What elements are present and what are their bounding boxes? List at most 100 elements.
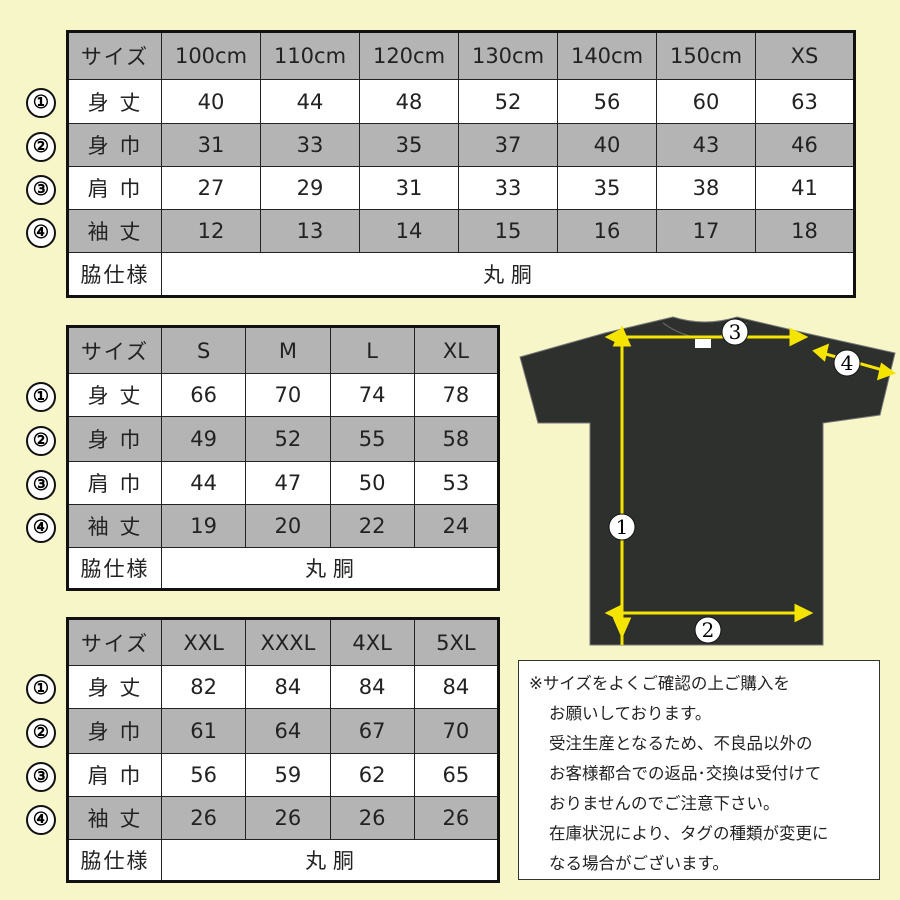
table-cell: 27 (161, 166, 261, 210)
diagram-label-1: 1 (616, 515, 629, 539)
header-label: サイズ (67, 326, 162, 374)
table-cell: 62 (329, 753, 415, 797)
size-table-3: サイズ XXL XXXL 4XL 5XL 身 丈 82 84 84 84 身 巾 61 64 67 70 肩 … (66, 617, 500, 883)
table-cell: 74 (329, 373, 415, 417)
table-cell: 55 (329, 416, 415, 462)
diagram-label-4: 4 (841, 351, 854, 375)
table-cell: 26 (160, 796, 247, 840)
marker-2: ② (26, 717, 56, 748)
table-cell: 59 (245, 753, 331, 797)
notice-line: 受注生産となるため、不良品以外の (549, 734, 813, 753)
marker-1: ① (26, 88, 56, 118)
notice-box: ※サイズをよくご確認の上ご購入を お願いしております。 受注生産となるため、不良… (518, 660, 880, 880)
table-row: 肩 巾 44 47 50 53 (67, 461, 500, 505)
table-cell: 53 (413, 461, 500, 505)
table-cell: 40 (161, 79, 261, 124)
table-cell: 26 (245, 796, 331, 840)
table-cell: 52 (458, 79, 558, 124)
table-cell: 50 (329, 461, 415, 505)
row-label: 身 巾 (67, 416, 162, 462)
tshirt-shape (519, 316, 896, 646)
table-cell: 49 (160, 416, 247, 462)
table-cell: 12 (161, 209, 261, 253)
table-cell: 31 (359, 166, 459, 210)
table-cell: 84 (329, 665, 415, 709)
size-header: 110cm (260, 31, 360, 80)
marker-2: ② (26, 425, 56, 456)
table-cell: 14 (359, 209, 459, 253)
table-row: 肩 巾 56 59 62 65 (67, 753, 500, 797)
table-cell: 31 (161, 123, 261, 167)
marker-3: ③ (26, 174, 56, 205)
table-cell: 24 (413, 504, 500, 548)
table-cell: 19 (160, 504, 247, 548)
notice-line: なる場合がございます。 (549, 854, 729, 873)
size-header: 120cm (359, 31, 459, 80)
size-header: 150cm (656, 31, 756, 80)
table-row: 身 丈 82 84 84 84 (67, 665, 500, 709)
size-header: 130cm (458, 31, 558, 80)
notice-line: 在庫状況により、タグの種類が変更に (549, 824, 829, 843)
size-table-1: サイズ 100cm 110cm 120cm 130cm 140cm 150cm XS 身 丈 40… (66, 30, 856, 298)
table-cell: 82 (160, 665, 247, 709)
side-spec: 丸 胴 (161, 252, 855, 297)
table-row: 身 巾 61 64 67 70 (67, 708, 500, 754)
diagram-label-3: 3 (729, 320, 742, 344)
row-label: 肩 巾 (67, 461, 162, 505)
table-cell: 65 (413, 753, 500, 797)
table-row: 身 丈 66 70 74 78 (67, 373, 500, 417)
header-label: サイズ (67, 618, 162, 666)
notice-line: お客様都合での返品･交換は受付けて (549, 764, 822, 783)
row-label: 身 丈 (67, 79, 162, 124)
notice-line: ※サイズをよくご確認の上ご購入を (529, 674, 790, 693)
marker-3: ③ (26, 469, 56, 500)
table-cell: 20 (245, 504, 331, 548)
table-cell: 17 (656, 209, 756, 253)
row-label: 肩 巾 (67, 753, 162, 797)
table-row: 身 巾 31 33 35 37 40 43 46 (67, 123, 855, 167)
marker-4: ④ (26, 804, 56, 835)
size-header: XL (413, 326, 500, 374)
size-header: S (160, 326, 247, 374)
table-cell: 84 (245, 665, 331, 709)
marker-2: ② (26, 131, 56, 162)
table-cell: 29 (260, 166, 360, 210)
table-cell: 26 (329, 796, 415, 840)
table-cell: 22 (329, 504, 415, 548)
marker-4: ④ (26, 512, 56, 543)
table-cell: 35 (359, 123, 459, 167)
marker-1: ① (26, 673, 56, 704)
header-label: サイズ (67, 31, 162, 80)
table-cell: 56 (557, 79, 657, 124)
table-cell: 35 (557, 166, 657, 210)
table-cell: 52 (245, 416, 331, 462)
marker-1: ① (26, 381, 56, 412)
table-cell: 48 (359, 79, 459, 124)
table-cell: 84 (413, 665, 500, 709)
table-cell: 26 (413, 796, 500, 840)
size-header: M (245, 326, 331, 374)
table-cell: 67 (329, 708, 415, 754)
marker-4: ④ (26, 217, 56, 248)
table-cell: 60 (656, 79, 756, 124)
row-label: 脇仕様 (67, 252, 162, 297)
row-label: 袖 丈 (67, 796, 162, 840)
table-cell: 46 (755, 123, 855, 167)
row-label: 身 丈 (67, 665, 162, 709)
table-cell: 41 (755, 166, 855, 210)
table-cell: 78 (413, 373, 500, 417)
table-row: 袖 丈 12 13 14 15 16 17 18 (67, 209, 855, 253)
size-header: 4XL (329, 618, 415, 666)
row-label: 袖 丈 (67, 504, 162, 548)
table-row: 袖 丈 26 26 26 26 (67, 796, 500, 840)
size-header: XXL (160, 618, 247, 666)
table-cell: 16 (557, 209, 657, 253)
row-label: 肩 巾 (67, 166, 162, 210)
table-cell: 18 (755, 209, 855, 253)
table-cell: 40 (557, 123, 657, 167)
table-cell: 15 (458, 209, 558, 253)
side-spec: 丸 胴 (161, 547, 499, 590)
table-cell: 47 (245, 461, 331, 505)
size-header: 100cm (161, 31, 261, 80)
table-cell: 33 (458, 166, 558, 210)
